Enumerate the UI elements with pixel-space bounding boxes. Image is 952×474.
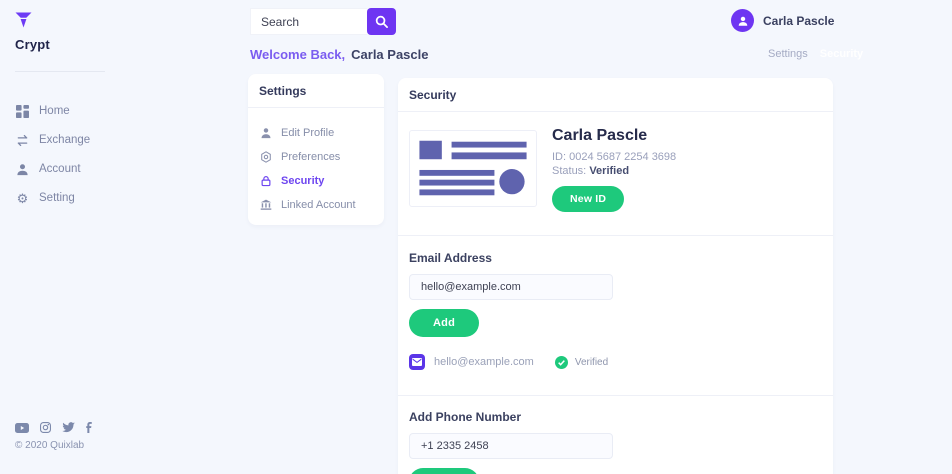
settings-card-title: Settings	[259, 84, 307, 98]
verified-status-label: Verified	[574, 356, 609, 368]
user-icon	[261, 128, 271, 139]
security-card-title: Security	[409, 88, 457, 102]
gear-icon: ⚙	[16, 190, 29, 206]
sidebar-item-home[interactable]: Home	[16, 102, 90, 120]
copyright: © 2020 Quixlab	[15, 440, 85, 451]
facebook-icon[interactable]	[86, 422, 92, 433]
crypt-logo-icon	[15, 12, 32, 28]
welcome-prefix: Welcome Back,	[250, 47, 346, 62]
search-bar	[250, 8, 396, 35]
identity-info: Carla Pascle ID: 0024 5687 2254 3698 Sta…	[552, 125, 676, 212]
divider	[248, 107, 384, 108]
menu-item-edit-profile[interactable]: Edit Profile	[248, 121, 384, 145]
youtube-icon[interactable]	[15, 422, 29, 433]
breadcrumb-current: Security	[819, 48, 864, 60]
brand-logo[interactable]: Crypt	[15, 12, 50, 52]
divider	[398, 111, 833, 112]
sidebar-item-label: Account	[39, 163, 81, 175]
preferences-icon	[261, 151, 271, 163]
status-value: Verified	[589, 165, 630, 177]
welcome-user-name: Carla Pascle	[351, 47, 429, 62]
menu-item-linked-account[interactable]: Linked Account	[248, 193, 384, 217]
profile-id-number: ID: 0024 5687 2254 3698	[552, 151, 677, 163]
brand-name: Crypt	[15, 37, 50, 52]
user-icon	[738, 16, 747, 26]
menu-item-label: Security	[281, 175, 325, 187]
phone-add-button[interactable]: Add	[409, 468, 479, 474]
sidebar-item-label: Exchange	[39, 134, 91, 146]
menu-item-label: Edit Profile	[281, 127, 335, 139]
sidebar-item-account[interactable]: Account	[16, 160, 90, 178]
phone-input[interactable]	[409, 433, 613, 459]
security-card: Security Carla Pascle ID: 0024 5687 2254…	[398, 78, 833, 474]
id-card-illustration	[409, 130, 537, 207]
search-icon	[375, 15, 388, 28]
breadcrumb: Settings Security	[768, 48, 863, 60]
check-circle-icon	[554, 355, 568, 369]
verified-email-row: hello@example.com Verified	[409, 354, 822, 370]
status-label: Status:	[552, 165, 587, 177]
profile-name: Carla Pascle	[552, 127, 648, 144]
search-button[interactable]	[367, 8, 396, 35]
phone-section-label: Add Phone Number	[409, 410, 522, 424]
welcome-heading: Welcome Back, Carla Pascle	[250, 47, 428, 62]
grid-icon	[16, 104, 29, 118]
search-input[interactable]	[250, 8, 367, 35]
divider	[398, 395, 833, 396]
phone-section: Add Phone Number Add	[398, 410, 833, 474]
instagram-icon[interactable]	[40, 422, 51, 433]
email-section-label: Email Address	[409, 251, 492, 265]
menu-item-preferences[interactable]: Preferences	[248, 145, 384, 169]
twitter-icon[interactable]	[62, 422, 75, 433]
social-links	[15, 422, 92, 433]
identity-section: Carla Pascle ID: 0024 5687 2254 3698 Sta…	[398, 112, 833, 235]
menu-item-label: Linked Account	[281, 199, 356, 211]
lock-icon	[261, 176, 271, 187]
sidebar-divider	[15, 71, 105, 72]
avatar	[731, 9, 754, 32]
sidebar-item-label: Home	[39, 105, 70, 117]
user-icon	[17, 163, 28, 175]
sidebar-item-label: Setting	[39, 192, 75, 204]
sidebar-nav: Home Exchange Account ⚙ Setting	[16, 102, 90, 207]
sidebar-item-exchange[interactable]: Exchange	[16, 131, 90, 149]
email-add-button[interactable]: Add	[409, 309, 479, 337]
email-input[interactable]	[409, 274, 613, 300]
new-id-button[interactable]: New ID	[552, 186, 625, 212]
exchange-icon	[17, 134, 28, 146]
email-section: Email Address Add hello@example.com Veri…	[398, 251, 833, 370]
divider	[398, 235, 833, 236]
settings-menu: Edit Profile Preferences Security Linked…	[248, 108, 384, 217]
menu-item-security[interactable]: Security	[248, 169, 384, 193]
sidebar-item-setting[interactable]: ⚙ Setting	[16, 189, 90, 207]
profile-status: Status: Verified	[552, 164, 676, 178]
verified-email-text: hello@example.com	[434, 356, 534, 368]
envelope-icon	[409, 354, 425, 370]
breadcrumb-parent[interactable]: Settings	[768, 48, 808, 60]
bank-icon	[260, 199, 272, 210]
menu-item-label: Preferences	[281, 151, 341, 163]
user-menu[interactable]: Carla Pascle	[731, 9, 834, 32]
settings-card: Settings Edit Profile Preferences Securi…	[248, 74, 384, 225]
topbar-user-name: Carla Pascle	[763, 13, 835, 28]
